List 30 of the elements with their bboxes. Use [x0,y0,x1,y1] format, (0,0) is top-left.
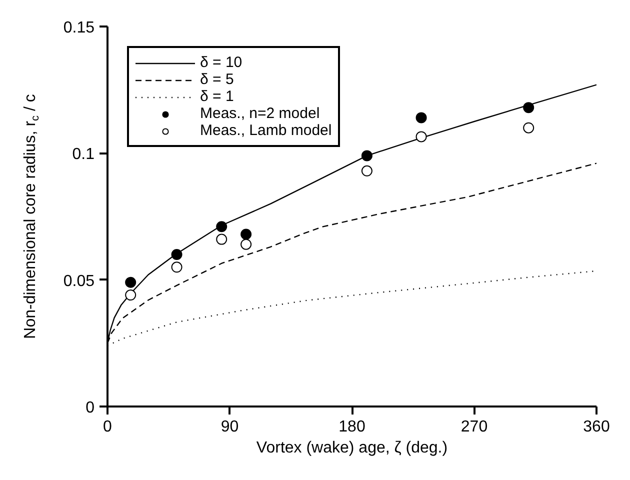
point [361,165,372,176]
y-tick-label: 0.05 [63,272,95,290]
legend-label: Meas., Lamb model [200,122,332,139]
point [216,221,228,232]
point [125,290,136,301]
x-tick-label: 90 [220,418,239,436]
point [125,276,136,288]
point [416,131,427,142]
point [523,102,534,114]
x-tick-label: 360 [583,418,610,436]
point [216,234,228,245]
x-tick-label: 0 [103,418,112,436]
y-axis-title: Non-dimensional core radius, rc / c [22,94,42,339]
x-tick-label: 180 [338,418,366,436]
point [240,238,252,250]
legend-label: δ = 10 [200,54,242,71]
y-tick-label: 0.15 [63,20,95,36]
x-tick-label: 270 [460,418,488,436]
point [416,112,427,124]
legend-label: δ = 5 [200,71,234,88]
point [171,249,182,260]
point [171,262,182,273]
point [240,228,252,240]
y-tick-label: 0 [86,400,95,416]
x-axis-title: Vortex (wake) age, ζ (deg.) [256,440,448,456]
point [523,122,534,134]
point [361,150,372,162]
legend-label: δ = 1 [200,88,234,105]
legend-label: Meas., n=2 model [200,105,320,122]
y-tick-label: 0.1 [72,146,95,164]
